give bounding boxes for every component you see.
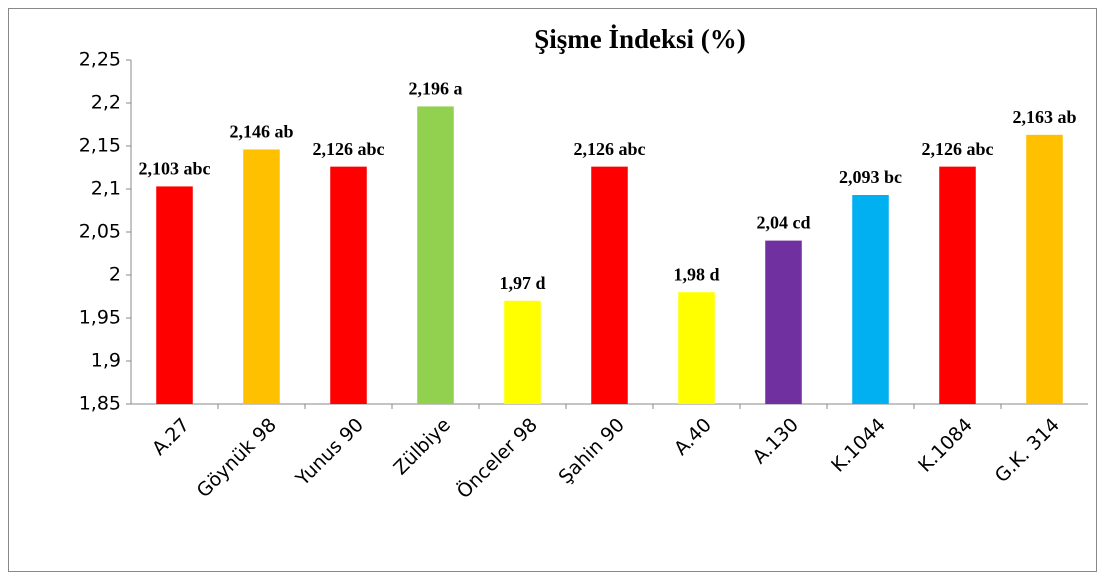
bar xyxy=(417,106,454,404)
chart-title: Şişme İndeksi (%) xyxy=(534,24,746,54)
value-label: 2,196 a xyxy=(409,79,463,99)
y-tick-label: 1,85 xyxy=(79,393,121,415)
y-tick-label: 2 xyxy=(109,264,121,286)
value-label: 2,146 ab xyxy=(229,122,293,142)
bar xyxy=(1026,134,1063,404)
value-label: 2,126 abc xyxy=(574,139,646,159)
bar xyxy=(678,292,715,404)
value-label: 1,98 d xyxy=(673,264,719,284)
y-tick-label: 1,95 xyxy=(79,307,121,329)
y-tick-label: 2,25 xyxy=(79,49,121,71)
value-label: 2,126 abc xyxy=(313,139,385,159)
y-tick-label: 1,9 xyxy=(91,350,121,372)
bar xyxy=(156,186,193,404)
value-label: 2,103 abc xyxy=(139,159,211,179)
value-label: 2,126 abc xyxy=(922,139,994,159)
value-label: 2,093 bc xyxy=(839,167,902,187)
value-label: 1,97 d xyxy=(499,273,545,293)
bar xyxy=(330,166,367,404)
bar xyxy=(765,240,802,404)
y-tick-label: 2,15 xyxy=(79,135,121,157)
y-tick-label: 2,2 xyxy=(91,92,121,114)
bar xyxy=(243,149,280,404)
y-tick-label: 2,1 xyxy=(91,178,121,200)
bar xyxy=(504,300,541,404)
bar xyxy=(852,195,889,404)
y-tick-label: 2,05 xyxy=(79,221,121,243)
bar xyxy=(591,166,628,404)
value-label: 2,163 ab xyxy=(1012,107,1076,127)
bar xyxy=(939,166,976,404)
value-label: 2,04 cd xyxy=(757,213,811,233)
